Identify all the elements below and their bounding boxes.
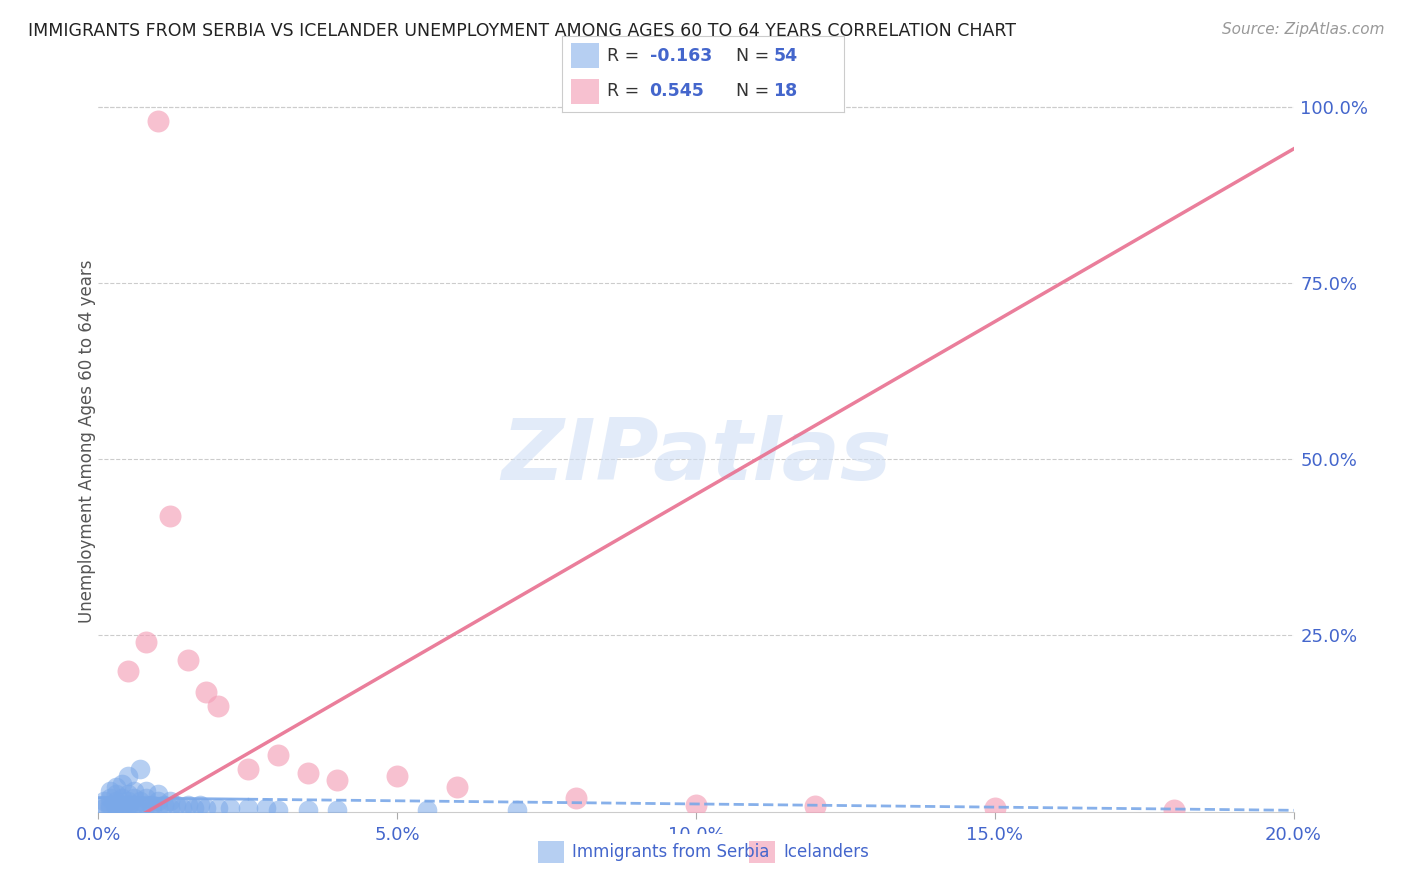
Point [177,653,200,667]
Point [129,801,152,815]
Point [124,783,146,797]
Point [98,797,122,812]
Point [416,803,439,817]
Point [117,797,139,812]
Point [148,113,170,128]
Point [135,790,157,805]
Point [159,794,181,808]
Bar [538,841,564,863]
Point [135,797,157,812]
Text: R =: R = [607,47,645,65]
Point [326,803,349,817]
Point [129,763,152,777]
Point [148,801,170,815]
Point [188,797,211,812]
Point [141,801,163,815]
Point [207,801,229,815]
Point [105,780,128,794]
Point [236,763,259,777]
Text: Icelanders: Icelanders [783,843,869,861]
Point [93,794,115,808]
Point [105,787,128,801]
Text: 0.545: 0.545 [650,82,704,100]
Text: N =: N = [725,47,775,65]
Point [236,801,259,815]
Text: 54: 54 [773,47,797,65]
Point [165,797,187,812]
Point [506,803,529,817]
Point [297,803,319,817]
Point [183,801,205,815]
Point [1163,803,1185,817]
Point [98,790,122,805]
Point [98,783,122,797]
Y-axis label: Unemployment Among Ages 60 to 64 years: Unemployment Among Ages 60 to 64 years [79,260,96,624]
Text: N =: N = [725,82,775,100]
Point [685,797,707,812]
Point [124,801,146,815]
Text: ZIPatlas: ZIPatlas [501,415,891,498]
Text: Immigrants from Serbia: Immigrants from Serbia [572,843,769,861]
Point [254,801,277,815]
Point [111,797,134,812]
Text: 18: 18 [773,82,797,100]
Point [172,801,194,815]
Point [93,801,115,815]
Point [135,635,157,649]
Point [195,685,218,699]
Point [111,790,134,805]
Point [117,787,139,801]
Point [117,664,139,678]
Point [267,748,290,763]
Point [326,772,349,787]
Text: Source: ZipAtlas.com: Source: ZipAtlas.com [1222,22,1385,37]
Point [207,698,229,713]
Point [117,794,139,808]
Text: -0.163: -0.163 [650,47,711,65]
Point [159,508,181,523]
Point [159,801,181,815]
Point [153,797,176,812]
Point [117,801,139,815]
Point [148,794,170,808]
Point [124,797,146,812]
Point [984,801,1007,815]
Point [135,783,157,797]
Point [111,776,134,790]
Text: R =: R = [607,82,645,100]
Point [93,797,115,812]
Bar [749,841,775,863]
Point [195,801,218,815]
Text: IMMIGRANTS FROM SERBIA VS ICELANDER UNEMPLOYMENT AMONG AGES 60 TO 64 YEARS CORRE: IMMIGRANTS FROM SERBIA VS ICELANDER UNEM… [28,22,1017,40]
Point [219,801,242,815]
Point [141,797,163,812]
Point [111,801,134,815]
Point [804,799,827,814]
Point [446,780,468,794]
Point [177,797,200,812]
Point [124,790,146,805]
Point [385,769,409,783]
Point [105,794,128,808]
Point [565,790,588,805]
Point [267,803,290,817]
Point [297,766,319,780]
Point [148,787,170,801]
Point [105,801,128,815]
Bar [571,78,599,104]
Point [98,801,122,815]
Point [105,797,128,812]
Point [117,769,139,783]
Point [129,794,152,808]
Bar [571,44,599,69]
